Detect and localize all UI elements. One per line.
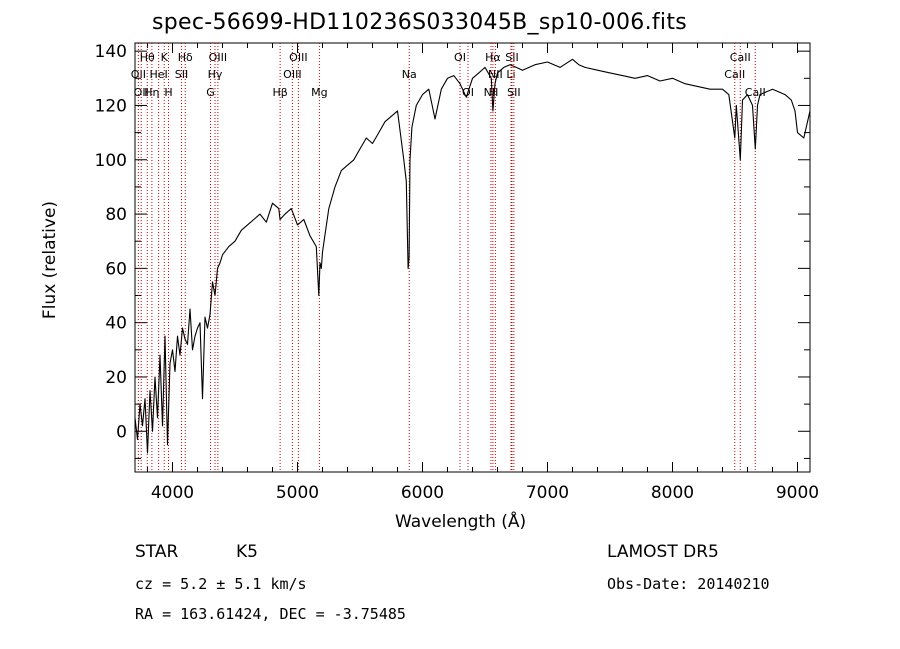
x-tick-label: 6000 (401, 483, 444, 503)
y-axis-label: Flux (relative) (40, 200, 60, 320)
spectral-line-label: Hθ (140, 51, 155, 64)
spectral-line-label: SII (505, 51, 518, 64)
spectral-line-label: K (161, 51, 169, 64)
spectral-line-label: Hη (144, 86, 159, 99)
spectral-line-label: CaII (730, 51, 751, 64)
spectral-line-label: OIII (283, 68, 301, 81)
y-tick-label: 80 (105, 205, 127, 225)
object-subclass: K5 (236, 542, 258, 562)
x-tick-label: 5000 (276, 483, 319, 503)
x-tick-label: 4000 (151, 483, 194, 503)
spectral-line-label: OII (131, 68, 146, 81)
x-tick-label: 9000 (776, 483, 819, 503)
spectral-line-label: SII (507, 86, 520, 99)
coordinates: RA = 163.61424, DEC = -3.75485 (135, 605, 406, 623)
survey-name: LAMOST DR5 (607, 542, 719, 562)
spectral-line-label: CaII (745, 86, 766, 99)
object-class: STAR (135, 542, 179, 562)
spectral-line-label: SII (175, 68, 188, 81)
y-tick-label: 0 (116, 422, 127, 442)
spectral-line-label: OII (134, 86, 149, 99)
spectral-line-label: Hγ (208, 68, 223, 81)
flux-series-line (134, 58, 811, 454)
spectral-line-label: HeI (149, 68, 167, 81)
spectral-line-label: Hβ (272, 86, 287, 99)
x-tick-label: 8000 (651, 483, 694, 503)
plot-frame (134, 42, 811, 473)
y-tick-label: 140 (95, 42, 127, 62)
spectral-line-label: G (206, 86, 215, 99)
chart-title: spec-56699-HD110236S033045B_sp10-006.fit… (152, 10, 688, 35)
redshift-readout: cz = 5.2 ± 5.1 km/s (135, 575, 307, 593)
spectral-line-label: Hδ (178, 51, 193, 64)
spectral-line-label: Mg (311, 86, 327, 99)
spectral-line-label: Na (402, 68, 417, 81)
spectral-line-label: OIII (209, 51, 227, 64)
spectral-line-label: OIII (289, 51, 307, 64)
spectral-line-label: NII (484, 86, 499, 99)
y-tick-label: 20 (105, 368, 127, 388)
y-tick-label: 120 (95, 96, 127, 116)
spectral-line-label: OI (454, 51, 466, 64)
obs-date: Obs-Date: 20140210 (607, 575, 770, 593)
spectral-line-label: Hα (485, 51, 501, 64)
y-tick-label: 40 (105, 314, 127, 334)
x-axis-label: Wavelength (Å) (395, 512, 527, 532)
spectral-line-label: CaII (724, 68, 745, 81)
spectral-line-label: Li (506, 68, 515, 81)
y-tick-label: 60 (105, 259, 127, 279)
y-tick-label: 100 (95, 151, 127, 171)
x-tick-label: 7000 (526, 483, 569, 503)
spectral-line-label: H (164, 86, 172, 99)
